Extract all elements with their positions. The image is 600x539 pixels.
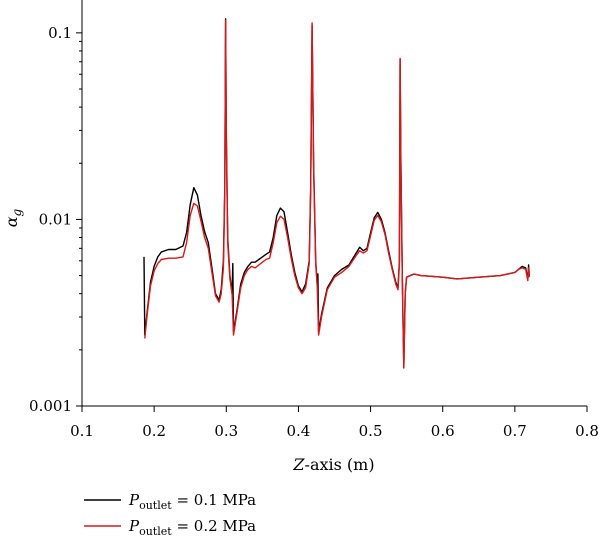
y-axis-label: αg	[2, 208, 24, 227]
x-tick-label: 0.7	[503, 422, 527, 440]
x-tick-label: 0.5	[359, 422, 383, 440]
series-line-1	[143, 18, 530, 369]
x-tick-label: 0.2	[142, 422, 166, 440]
x-tick-label: 0.3	[214, 422, 238, 440]
series-group	[143, 18, 530, 369]
x-axis-label: Z-axis (m)	[292, 455, 374, 474]
y-ticks: 0.001 0.01 0.1	[29, 24, 82, 415]
y-tick-label: 0.1	[48, 24, 72, 42]
legend: Poutlet = 0.1 MPa Poutlet = 0.2 MPa	[84, 491, 256, 538]
y-tick-label: 0.01	[39, 210, 72, 228]
y-tick-label: 0.001	[29, 397, 72, 415]
series-line-2	[144, 19, 530, 369]
x-tick-label: 0.1	[70, 422, 94, 440]
legend-entry-series-2: Poutlet = 0.2 MPa	[84, 517, 256, 538]
legend-label-series-1: Poutlet = 0.1 MPa	[128, 491, 256, 512]
x-tick-label: 0.8	[575, 422, 599, 440]
x-ticks: 0.1 0.2 0.3 0.4 0.5 0.6 0.7 0.8	[70, 406, 599, 440]
x-tick-label: 0.4	[286, 422, 310, 440]
legend-label-series-2: Poutlet = 0.2 MPa	[128, 517, 256, 538]
legend-entry-series-1: Poutlet = 0.1 MPa	[84, 491, 256, 512]
axes	[81, 0, 587, 407]
x-tick-label: 0.6	[431, 422, 455, 440]
